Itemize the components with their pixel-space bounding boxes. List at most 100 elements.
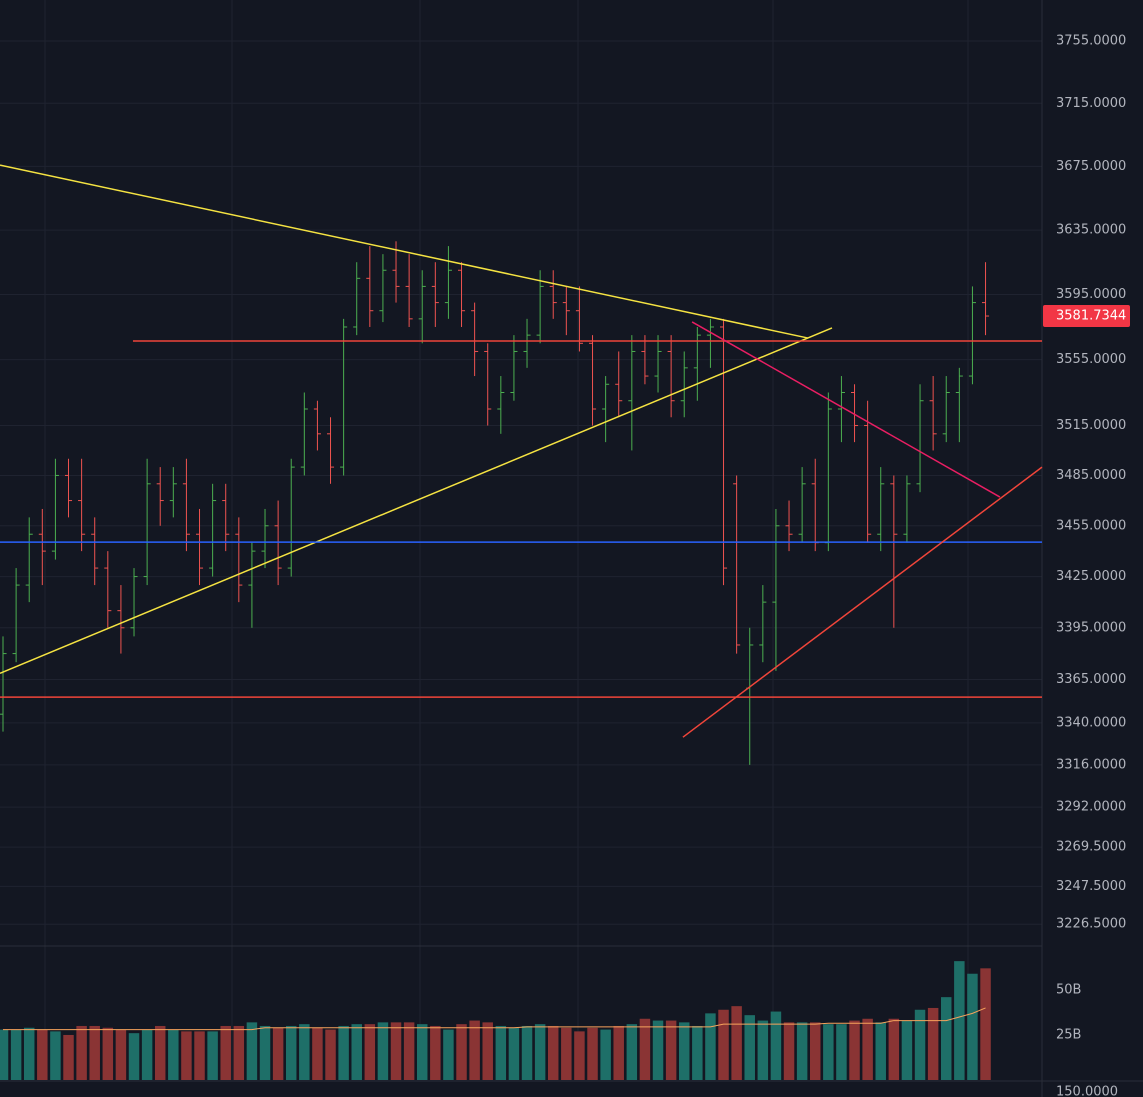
volume-bar: [10, 1029, 22, 1080]
time-grid: [0, 0, 1042, 1080]
last-price-tag: [1043, 305, 1130, 328]
y-tick-label: 3455.0000: [1056, 518, 1126, 533]
volume-bar: [718, 1009, 729, 1080]
volume-bar: [325, 1029, 336, 1080]
volume-bar: [613, 1025, 624, 1080]
volume-bar: [63, 1034, 74, 1080]
volume-bar: [312, 1027, 323, 1080]
trend-line: [682, 466, 1043, 738]
volume-bar: [770, 1011, 782, 1080]
volume-bar: [259, 1025, 271, 1080]
y-tick-label: 3316.0000: [1056, 757, 1126, 772]
volume-bar: [561, 1027, 572, 1080]
y-tick-label: 3292.0000: [1056, 800, 1126, 815]
volume-bar: [927, 1007, 939, 1080]
volume-bar: [194, 1031, 205, 1080]
volume-bar: [181, 1031, 192, 1080]
y-tick-label: 3675.0000: [1056, 159, 1126, 174]
volume-bar: [809, 1022, 821, 1080]
volume-bar: [390, 1022, 402, 1080]
volume-bar: [744, 1015, 755, 1080]
volume-bar: [102, 1027, 114, 1080]
volume-bar: [351, 1024, 362, 1080]
volume-bar: [37, 1029, 48, 1080]
volume-bar: [469, 1020, 480, 1080]
volume-bar: [115, 1029, 127, 1080]
volume-bar: [23, 1027, 35, 1080]
volume-bar: [154, 1025, 166, 1080]
volume-bar: [940, 997, 952, 1080]
volume-bar: [652, 1020, 664, 1080]
volume-bar: [796, 1022, 808, 1080]
bottom-axis-label: 150.0000: [1056, 1085, 1118, 1097]
volume-bar: [299, 1024, 310, 1080]
trend-line: [691, 321, 1001, 498]
volume-bar: [416, 1024, 428, 1080]
volume-bar: [220, 1025, 231, 1080]
volume-bar: [207, 1031, 218, 1080]
volume-bar: [600, 1029, 611, 1080]
volume-bar: [954, 961, 965, 1080]
volume-bar: [233, 1025, 245, 1080]
volume-bar: [495, 1025, 507, 1080]
volume-bar: [574, 1031, 585, 1080]
volume-bar: [757, 1020, 769, 1080]
volume-bar: [626, 1024, 638, 1080]
volume-bar: [862, 1018, 873, 1080]
volume-bar: [482, 1022, 493, 1080]
volume-bar: [587, 1027, 598, 1080]
volume-bar: [534, 1024, 546, 1080]
volume-bar: [168, 1029, 179, 1080]
volume-bar: [89, 1025, 100, 1080]
volume-bar: [430, 1025, 441, 1080]
y-tick-label: 3555.0000: [1056, 352, 1126, 367]
volume-bar: [285, 1025, 297, 1080]
last-price-label: 3581.7344: [1056, 309, 1126, 324]
y-tick-label: 3425.0000: [1056, 569, 1126, 584]
y-tick-label: 3226.5000: [1056, 917, 1126, 932]
volume-bar: [823, 1024, 834, 1080]
volume-bar: [967, 973, 978, 1080]
volume-bar: [338, 1025, 349, 1080]
volume-bar: [705, 1013, 716, 1080]
y-tick-label: 3485.0000: [1056, 468, 1126, 483]
volume-bar: [128, 1033, 140, 1080]
volume-bar: [508, 1027, 520, 1080]
trend-line: [0, 164, 809, 339]
y-tick-label: 3715.0000: [1056, 96, 1126, 111]
volume-bar: [377, 1022, 389, 1080]
y-tick-label: 3340.0000: [1056, 715, 1126, 730]
volume-bar: [849, 1020, 860, 1080]
volume-bar: [901, 1020, 913, 1080]
volume-bar: [980, 968, 991, 1080]
volume-tick-label: 25B: [1056, 1027, 1081, 1042]
trend-line: [0, 327, 833, 674]
y-tick-label: 3247.5000: [1056, 879, 1126, 894]
volume-bar: [678, 1022, 690, 1080]
y-tick-label: 3365.0000: [1056, 672, 1126, 687]
y-tick-label: 3269.5000: [1056, 840, 1126, 855]
volume-bar: [50, 1031, 61, 1080]
volume-bar: [731, 1006, 742, 1080]
volume-bar: [521, 1025, 533, 1080]
y-tick-label: 3595.0000: [1056, 287, 1126, 302]
volume-bar: [692, 1025, 703, 1080]
y-tick-label: 3395.0000: [1056, 620, 1126, 635]
y-tick-label: 3515.0000: [1056, 418, 1126, 433]
volume-bar: [443, 1029, 454, 1080]
volume-bar: [836, 1024, 847, 1080]
volume-bar: [364, 1024, 376, 1080]
volume-bar: [914, 1009, 926, 1080]
volume-bar: [888, 1018, 900, 1080]
y-tick-label: 3755.0000: [1056, 33, 1126, 48]
volume-bar: [665, 1020, 677, 1080]
volume-bar: [547, 1025, 559, 1080]
volume-bar: [456, 1024, 467, 1080]
volume-bar: [875, 1022, 886, 1080]
volume-bar: [403, 1022, 415, 1080]
volume-bar: [783, 1022, 795, 1080]
volume-tick-label: 50B: [1056, 982, 1081, 997]
volume-bar: [0, 1029, 9, 1080]
volume-bar: [246, 1022, 258, 1080]
